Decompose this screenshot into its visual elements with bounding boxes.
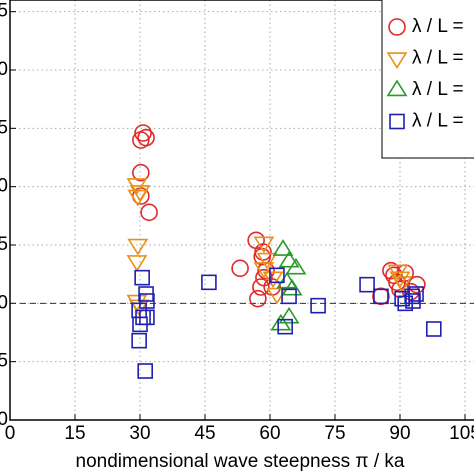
marker [425,321,442,337]
y-tick-label: 5 [0,117,8,138]
marker [132,131,150,149]
x-tick-label: 60 [259,423,280,444]
marker [256,252,278,270]
y-tick-label: 5 [0,351,8,372]
marker [391,276,413,293]
x-tick-label: 90 [389,423,410,444]
legend-marker [389,113,405,130]
x-tick-label: 30 [129,423,150,444]
marker [281,288,297,305]
y-tick-label: 5 [0,1,8,22]
marker [134,269,150,286]
legend-marker [386,52,408,70]
marker [231,259,249,278]
marker [252,278,270,296]
y-tick-label: 5 [0,234,8,255]
marker [262,271,284,289]
marker [253,236,275,254]
marker [285,257,307,275]
legend-label: λ / L = [412,16,464,37]
marker [277,318,293,335]
y-tick-label: 0 [0,59,8,80]
marker [310,297,326,314]
marker [272,239,294,256]
marker [397,295,414,312]
marker [253,262,275,279]
x-tick-label: 105 [449,423,474,444]
marker [140,203,158,222]
marker [139,309,155,326]
legend-label: λ / L = [412,111,464,132]
marker [131,332,147,349]
y-tick-label: 0 [0,176,8,197]
x-axis-label: nondimensional wave steepness π / ka [76,451,405,472]
marker [359,276,375,293]
marker [270,313,292,331]
x-tick-label: 15 [64,423,85,444]
marker [132,163,150,182]
marker [278,306,300,324]
marker [266,287,288,305]
marker [127,189,149,207]
legend-box [381,0,474,159]
marker [278,250,300,268]
marker [382,261,400,280]
legend-label: λ / L = [412,48,464,69]
marker [134,124,152,142]
x-tick-label: 75 [324,423,345,444]
y-tick-label: 0 [0,292,8,313]
x-tick-label: 0 [5,423,16,444]
y-tick-label: 0 [0,409,8,430]
marker [249,289,267,308]
x-tick-label: 45 [194,423,215,444]
marker [126,255,148,272]
marker [139,293,155,309]
marker [201,274,217,291]
marker [137,363,153,379]
marker [281,278,303,296]
marker [373,288,389,305]
marker [372,287,390,306]
marker [127,238,149,256]
marker [269,267,285,284]
plot-frame [9,0,474,421]
legend-label: λ / L = [412,79,464,100]
legend-marker [388,18,406,36]
legend-marker [386,79,408,97]
